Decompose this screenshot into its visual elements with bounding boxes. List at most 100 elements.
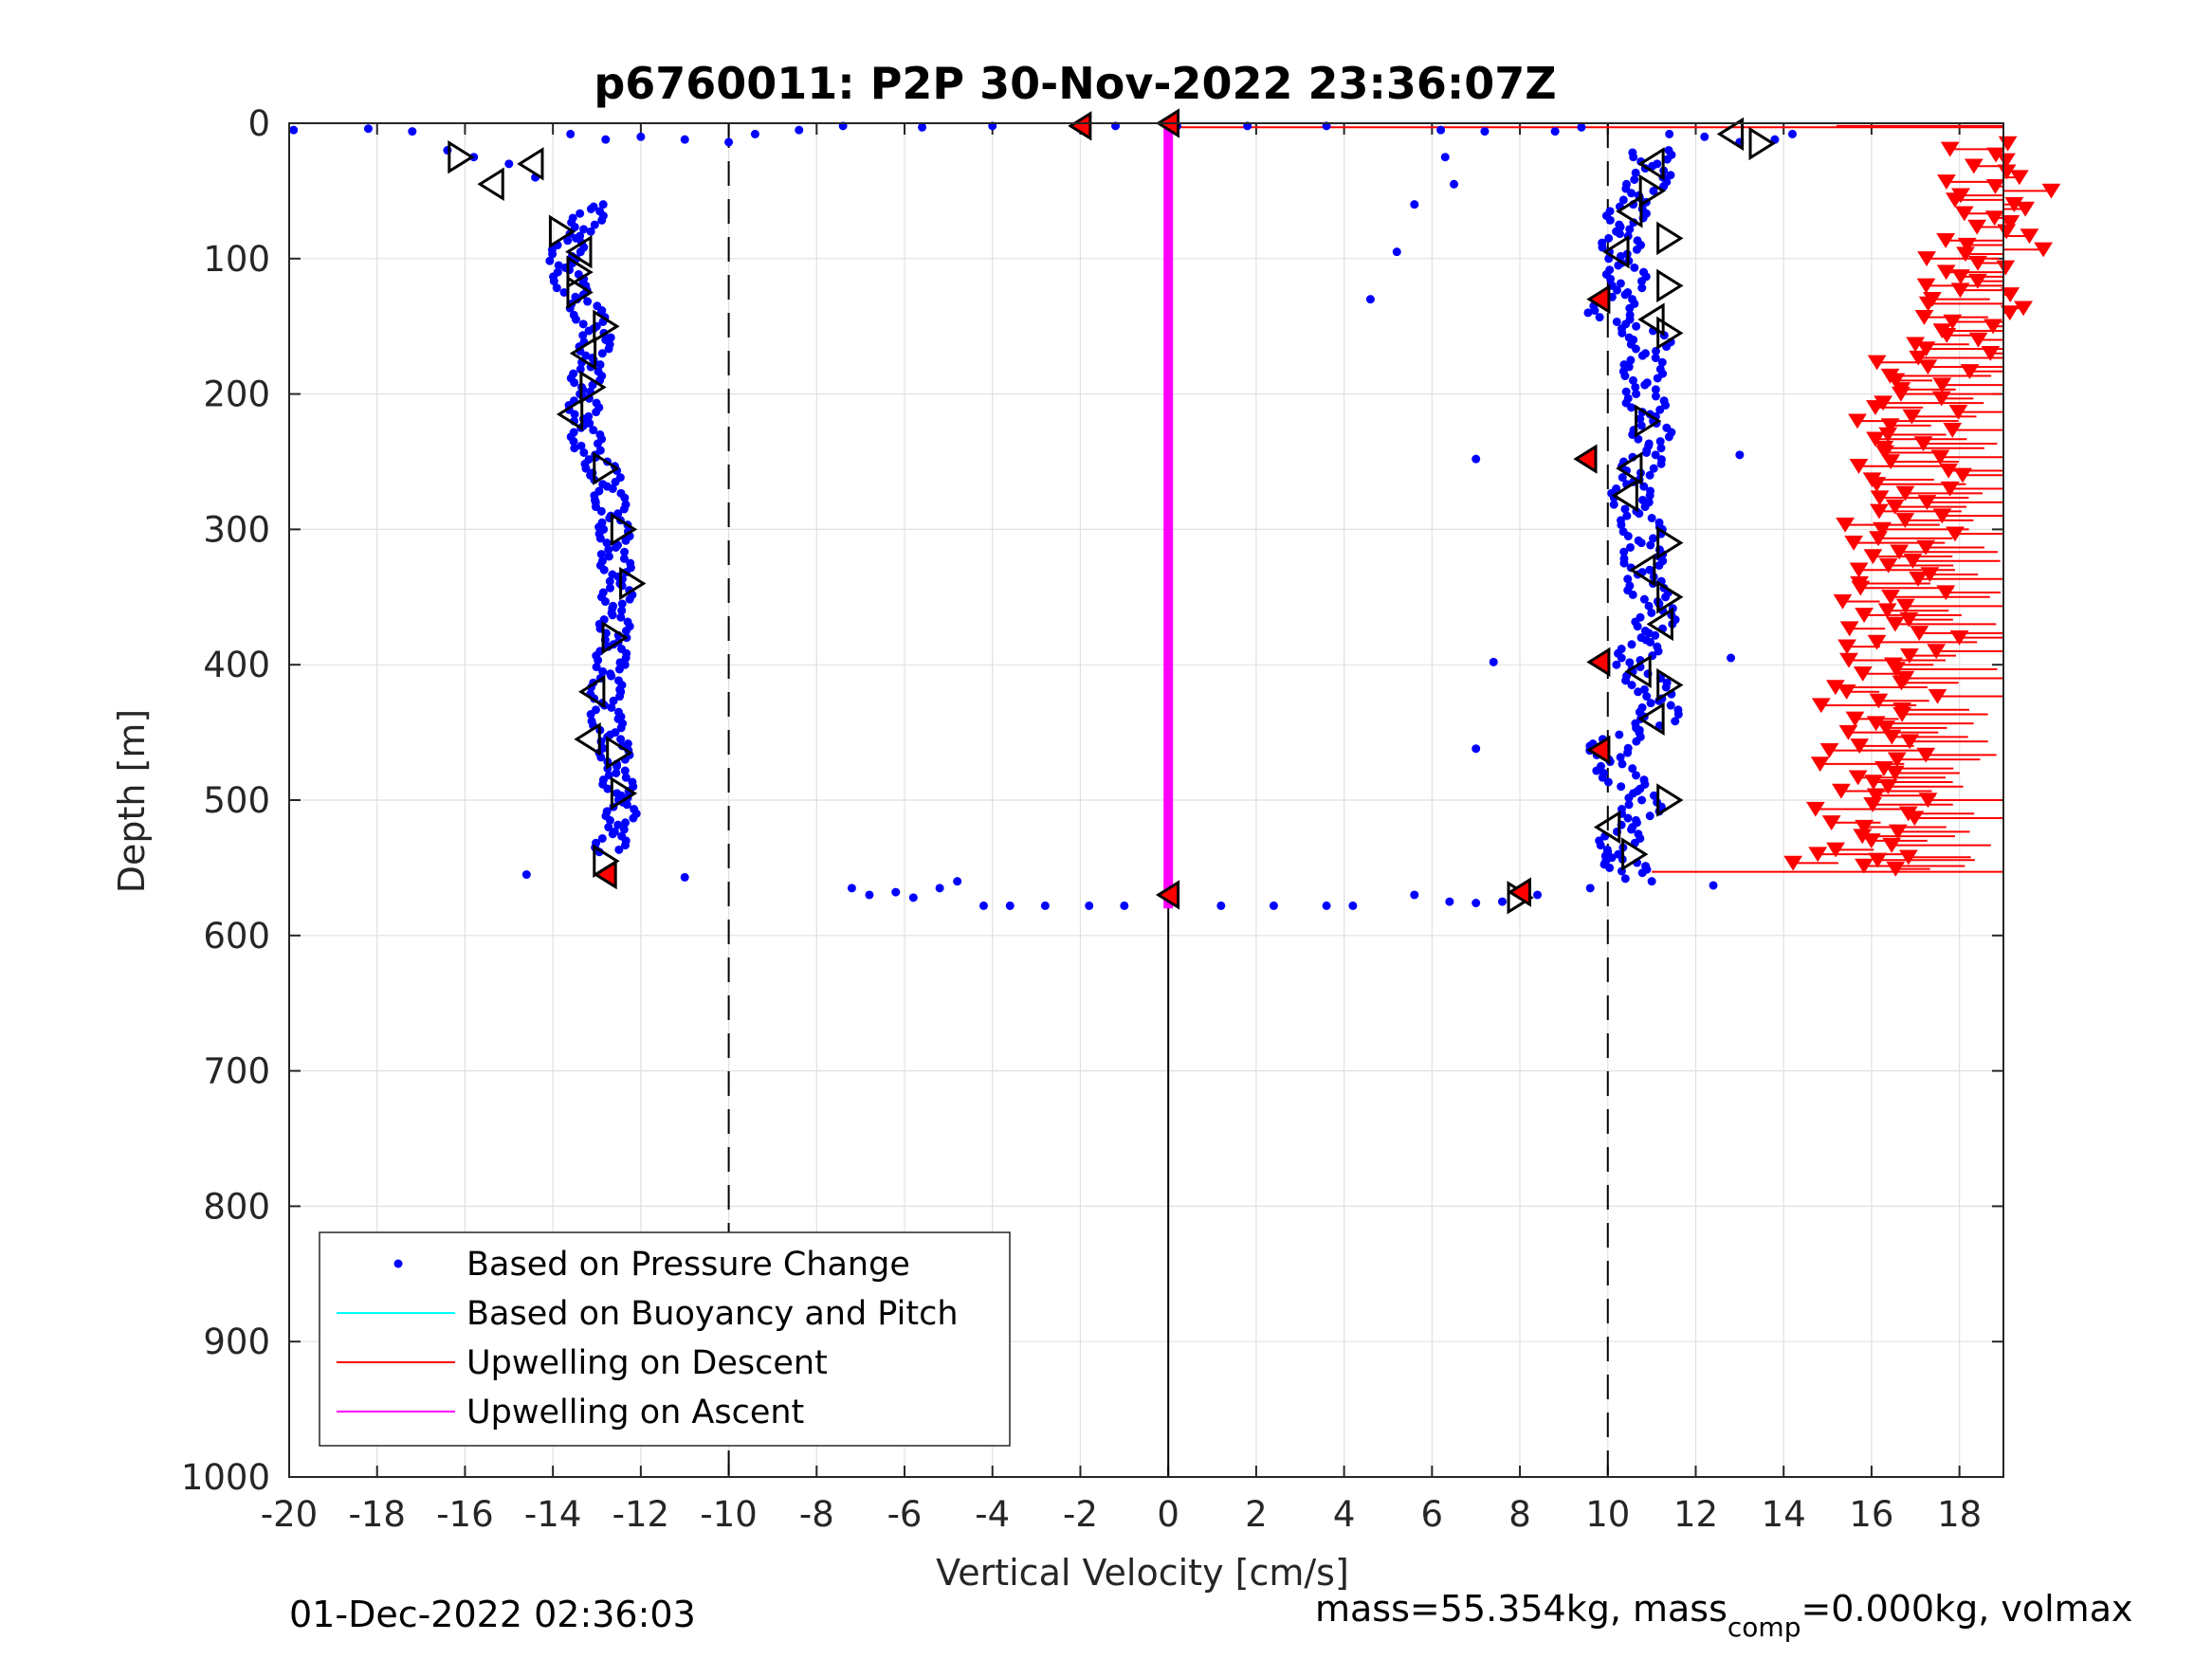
pressure-point — [586, 227, 595, 236]
pressure-point — [605, 815, 614, 825]
pressure-point — [1626, 542, 1636, 552]
pressure-point — [613, 820, 623, 830]
pressure-point — [1617, 653, 1626, 663]
pressure-point — [1533, 890, 1543, 900]
descent-marker — [2034, 242, 2054, 258]
mass-subscript: comp — [1728, 1612, 1801, 1643]
pressure-point — [1630, 263, 1639, 272]
pressure-point — [1625, 658, 1635, 667]
descent-marker — [1916, 747, 1936, 763]
legend-label-descent: Upwelling on Descent — [466, 1344, 828, 1382]
descent-marker — [1918, 359, 1938, 375]
descent-marker — [1878, 427, 1898, 443]
legend-label-buoyancy: Based on Buoyancy and Pitch — [466, 1295, 959, 1333]
pressure-point — [619, 825, 629, 834]
x-axis-title: Vertical Velocity [cm/s] — [936, 1552, 1349, 1594]
pressure-point — [1630, 175, 1639, 184]
pressure-point — [595, 360, 605, 370]
pressure-point — [579, 447, 589, 457]
descent-marker — [1985, 178, 2005, 194]
descent-marker — [1853, 666, 1873, 682]
pressure-point — [1634, 687, 1643, 697]
x-tick-label: 16 — [1849, 1494, 1893, 1535]
pressure-point — [569, 437, 578, 447]
mass-rest: =0.000kg, volmax — [1801, 1588, 2132, 1630]
descent-marker — [1826, 842, 1845, 858]
descent-marker — [2009, 170, 2029, 186]
pressure-point — [1735, 450, 1745, 460]
pressure-point — [1595, 313, 1604, 322]
descent-marker — [1946, 192, 1965, 209]
pressure-point — [1612, 285, 1621, 295]
pressure-point — [1651, 450, 1660, 460]
descent-marker — [1867, 477, 1887, 492]
pressure-point — [1649, 464, 1658, 473]
descent-marker — [1866, 431, 1885, 447]
pressure-point — [1632, 390, 1641, 399]
pressure-point — [617, 606, 627, 615]
pressure-point — [1609, 500, 1618, 509]
pressure-point — [1616, 251, 1625, 261]
pressure-point — [1615, 730, 1624, 739]
descent-marker — [1928, 688, 1947, 704]
pressure-point — [1436, 125, 1446, 135]
descent-marker — [1916, 341, 1936, 357]
pressure-point — [1653, 374, 1662, 383]
descent-marker — [1917, 251, 1936, 266]
pressure-point — [1598, 773, 1607, 782]
red-triangle-marker — [1586, 647, 1611, 678]
pressure-point — [1120, 901, 1129, 910]
pressure-point — [1626, 356, 1636, 365]
pressure-point — [1700, 132, 1709, 141]
pressure-point — [581, 351, 591, 360]
pressure-point — [750, 129, 759, 138]
pressure-point — [1614, 261, 1623, 270]
pressure-point — [1617, 782, 1626, 792]
descent-marker — [1885, 499, 1905, 515]
pressure-point — [605, 576, 614, 586]
pressure-point — [1633, 622, 1642, 631]
pressure-change-series — [289, 121, 1797, 910]
pressure-point — [1005, 901, 1015, 910]
descent-marker — [1910, 626, 1929, 642]
pressure-point — [1671, 717, 1680, 726]
pressure-point — [724, 137, 734, 147]
open-triangle-left-marker — [1616, 194, 1643, 228]
y-axis-title: Depth [m] — [111, 709, 153, 894]
pressure-point — [680, 872, 689, 882]
pressure-point — [615, 692, 625, 702]
x-tick-label: 18 — [1937, 1494, 1982, 1535]
pressure-point — [581, 464, 591, 473]
pressure-point — [1620, 290, 1630, 300]
legend-label-ascent: Upwelling on Ascent — [466, 1394, 804, 1431]
descent-marker — [1916, 539, 1936, 556]
descent-marker — [1866, 400, 1885, 416]
descent-marker — [1887, 662, 1906, 678]
descent-marker — [1899, 849, 1918, 866]
pressure-point — [1639, 594, 1649, 604]
pressure-point — [1627, 681, 1636, 690]
pressure-point — [1661, 592, 1671, 602]
descent-marker — [1968, 255, 1987, 271]
pressure-point — [617, 581, 627, 591]
open-triangle-left-marker — [578, 675, 606, 709]
pressure-point — [586, 710, 595, 720]
pressure-point — [1645, 491, 1654, 501]
pressure-point — [578, 331, 588, 340]
descent-marker — [1931, 391, 1951, 407]
pressure-point — [1577, 122, 1586, 132]
pressure-point — [619, 554, 629, 563]
pressure-point — [549, 277, 558, 286]
pressure-point — [1615, 229, 1624, 239]
pressure-point — [953, 877, 962, 886]
pressure-point — [1625, 303, 1635, 313]
descent-marker — [1850, 738, 1870, 755]
descent-marker — [1886, 373, 1906, 389]
open-triangle-left-marker — [1646, 607, 1673, 642]
pressure-point — [1787, 129, 1797, 138]
descent-marker — [1878, 779, 1898, 794]
pressure-point — [1628, 590, 1637, 599]
descent-marker — [1983, 319, 2002, 335]
y-tick-label: 100 — [203, 239, 270, 280]
pressure-point — [592, 408, 601, 417]
